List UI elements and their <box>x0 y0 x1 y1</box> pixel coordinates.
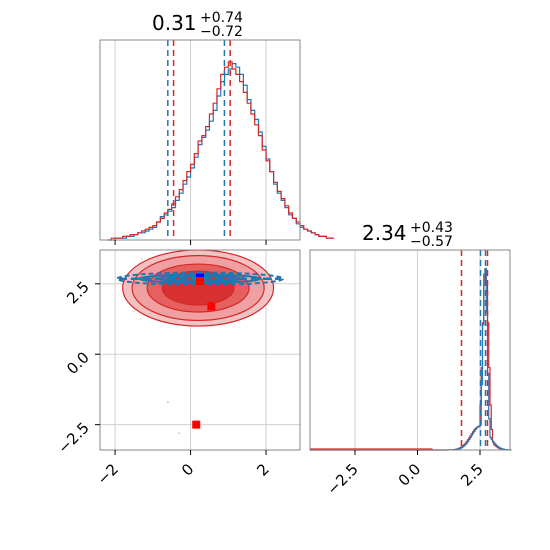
marker-red-0 <box>196 276 204 285</box>
scatter-point <box>167 401 169 404</box>
title-p1-value: 2.34 <box>362 221 407 245</box>
title-p0-value: 0.31 <box>152 11 197 35</box>
title-p0-minus: −0.72 <box>200 24 243 40</box>
title-p1-plus: +0.43 <box>410 220 453 236</box>
scatter-inner <box>100 250 300 450</box>
panel-scatter-frame <box>99 249 301 451</box>
marker-red-1 <box>207 302 216 311</box>
marker-red-2 <box>192 420 201 429</box>
scatter-point <box>132 310 135 312</box>
scatter-point <box>139 318 142 320</box>
hist-p0-red <box>107 61 334 241</box>
scatter-point <box>178 432 181 434</box>
title-p0-plus: +0.74 <box>200 10 243 26</box>
title-p1-minus: −0.57 <box>410 234 453 250</box>
panel-hist-p0-frame <box>99 39 301 241</box>
panel-hist-p0 <box>99 39 334 245</box>
title-p1: 2.34 +0.43 −0.57 <box>362 220 453 250</box>
panel-scatter-p0-p1: −2.50.02.5−2 0 2 <box>54 249 301 488</box>
panel-hist-p1-frame <box>309 249 511 451</box>
title-p0: 0.31 +0.74 −0.72 <box>152 10 243 40</box>
scatter-point <box>140 258 143 260</box>
